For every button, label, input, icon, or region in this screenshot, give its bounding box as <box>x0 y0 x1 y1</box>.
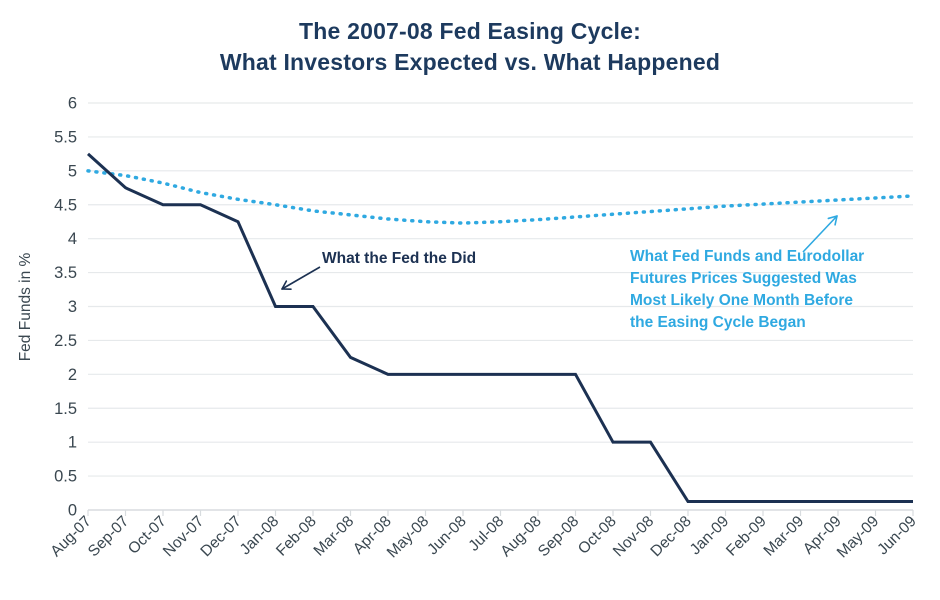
x-tick-label: Jan-08 <box>237 513 283 559</box>
y-tick-label: 0 <box>68 502 77 520</box>
annotation-futures-line1: What Fed Funds and Eurodollar <box>630 248 865 265</box>
fed-annotation-arrow <box>281 266 321 290</box>
annotation-futures-line4: the Easing Cycle Began <box>630 314 806 331</box>
x-tick-label: Jun-08 <box>424 513 470 559</box>
x-tick-label: Jun-09 <box>874 513 920 559</box>
fed-annotation-arrow-head <box>281 280 288 290</box>
x-tick-label: Dec-08 <box>647 513 694 560</box>
annotation-futures-line2: Futures Prices Suggested Was <box>630 270 857 287</box>
x-tick-label: Mar-09 <box>761 513 808 560</box>
x-tick-label: Aug-08 <box>497 513 544 560</box>
y-tick-label: 4 <box>68 230 77 248</box>
y-tick-label: 3.5 <box>54 264 77 282</box>
futures-annotation-arrow-head <box>827 215 838 220</box>
x-tick-label: Mar-08 <box>311 513 358 560</box>
series-expected-dotted-line <box>86 169 915 225</box>
x-tick-label: Nov-07 <box>160 513 207 560</box>
x-tick-label: Sep-07 <box>85 513 132 560</box>
y-tick-label: 3 <box>68 298 77 316</box>
x-tick-label: Dec-07 <box>197 513 244 560</box>
y-tick-label: 0.5 <box>54 468 77 486</box>
y-tick-label: 1 <box>68 434 77 452</box>
futures-annotation-arrow-head <box>834 215 838 226</box>
series-fed-actual-line <box>86 152 913 504</box>
x-tick-label: Feb-09 <box>723 513 770 560</box>
futures-annotation-arrow <box>802 215 838 253</box>
x-tick-label: Sep-08 <box>535 513 582 560</box>
annotation-what-the-fed-did: What the Fed the Did <box>322 250 477 267</box>
x-tick-label: Jan-09 <box>687 513 733 559</box>
y-tick-label: 1.5 <box>54 400 77 418</box>
chart-title: The 2007-08 Fed Easing Cycle: What Inves… <box>0 16 940 78</box>
chart-title-line1: The 2007-08 Fed Easing Cycle: <box>299 18 641 44</box>
x-tick-label: May-08 <box>384 513 433 562</box>
y-tick-label: 2 <box>68 366 77 384</box>
x-tick-label: May-09 <box>834 513 883 562</box>
y-tick-label: 2.5 <box>54 332 77 350</box>
annotation-futures-line3: Most Likely One Month Before <box>630 292 854 309</box>
y-tick-label: 6 <box>68 95 77 113</box>
x-tick-label: Nov-08 <box>610 513 657 560</box>
x-tick-label: Aug-07 <box>47 513 94 560</box>
chart-title-line2: What Investors Expected vs. What Happene… <box>219 49 721 75</box>
y-axis-title: Fed Funds in % <box>17 253 34 362</box>
y-tick-label: 5 <box>68 162 77 180</box>
y-tick-label: 5.5 <box>54 128 77 146</box>
y-tick-label: 4.5 <box>54 196 77 214</box>
x-tick-label: Feb-08 <box>273 513 320 560</box>
annotation-futures-expectation: What Fed Funds and Eurodollar Futures Pr… <box>630 246 890 334</box>
